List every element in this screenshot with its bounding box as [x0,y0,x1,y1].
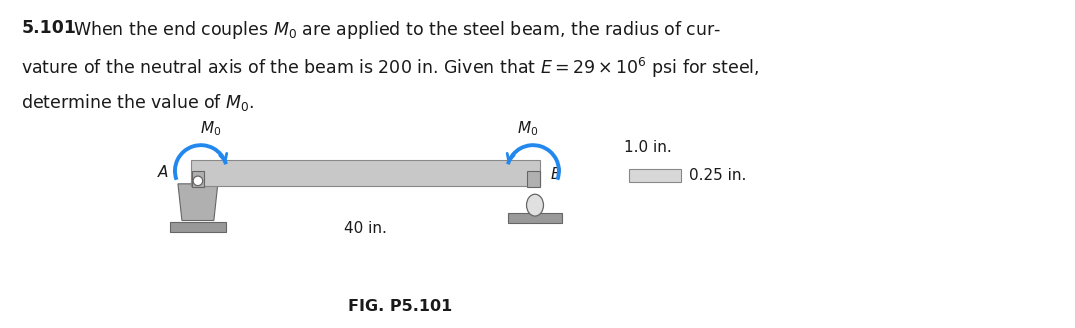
FancyBboxPatch shape [192,171,204,187]
FancyBboxPatch shape [191,160,540,186]
Text: $M_0$: $M_0$ [200,119,221,138]
Text: B: B [551,167,561,182]
Ellipse shape [527,194,544,216]
FancyBboxPatch shape [170,221,226,233]
FancyBboxPatch shape [527,171,540,187]
Text: 40 in.: 40 in. [344,220,387,236]
Text: FIG. P5.101: FIG. P5.101 [348,299,453,314]
Polygon shape [178,184,218,220]
Text: determine the value of $M_0$.: determine the value of $M_0$. [22,92,255,113]
Text: vature of the neutral axis of the beam is 200 in. Given that $E = 29 \times 10^6: vature of the neutral axis of the beam i… [22,55,760,79]
Text: $M_0$: $M_0$ [517,119,539,138]
Text: 5.101: 5.101 [22,19,76,37]
FancyBboxPatch shape [508,213,562,223]
FancyBboxPatch shape [629,170,680,182]
Text: A: A [158,165,168,180]
Text: 1.0 in.: 1.0 in. [624,140,672,154]
Circle shape [194,176,203,186]
Text: 0.25 in.: 0.25 in. [689,168,746,183]
Text: When the end couples $M_0$ are applied to the steel beam, the radius of cur-: When the end couples $M_0$ are applied t… [73,19,721,41]
